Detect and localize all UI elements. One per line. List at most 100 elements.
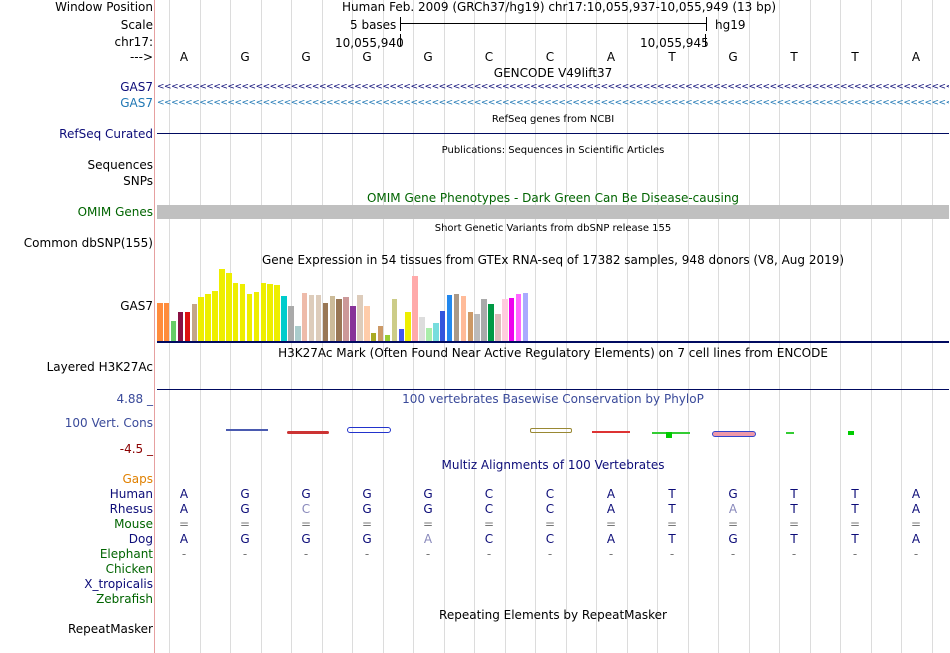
repeatmasker-track-title: Repeating Elements by RepeatMasker bbox=[439, 608, 667, 622]
multiz-base: T bbox=[790, 502, 798, 516]
gtex-tissue-bar[interactable] bbox=[267, 284, 273, 341]
gtex-tissue-bar[interactable] bbox=[370, 333, 377, 341]
gtex-tissue-bar[interactable] bbox=[246, 294, 253, 341]
multiz-species-label[interactable]: Elephant bbox=[99, 547, 153, 561]
multiz-base: T bbox=[668, 502, 676, 516]
refseq-gene-line[interactable] bbox=[157, 133, 949, 134]
base-letter: C bbox=[545, 50, 555, 64]
gtex-tissue-bar[interactable] bbox=[315, 295, 322, 341]
gtex-tissue-bar[interactable] bbox=[163, 303, 170, 341]
gtex-tissue-bar[interactable] bbox=[502, 299, 508, 341]
gtex-tissue-bar[interactable] bbox=[343, 297, 349, 341]
gtex-tissue-bar[interactable] bbox=[295, 326, 301, 341]
multiz-base: C bbox=[301, 502, 311, 516]
multiz-base: - bbox=[181, 547, 187, 561]
gtex-tissue-bar[interactable] bbox=[453, 294, 460, 341]
gtex-tissue-bar[interactable] bbox=[522, 293, 529, 341]
gtex-tissue-bar[interactable] bbox=[177, 312, 184, 341]
multiz-species-label[interactable]: Zebrafish bbox=[96, 592, 153, 606]
gridline bbox=[779, 0, 780, 653]
gtex-tissue-bar[interactable] bbox=[433, 323, 439, 341]
gtex-tissue-bar[interactable] bbox=[377, 326, 384, 341]
h3k27ac-track-label[interactable]: Layered H3K27Ac bbox=[46, 360, 153, 374]
gtex-tissue-bar[interactable] bbox=[412, 276, 418, 341]
gtex-tissue-bar[interactable] bbox=[301, 293, 308, 341]
gtex-track-label[interactable]: GAS7 bbox=[120, 299, 153, 313]
multiz-base: - bbox=[608, 547, 614, 561]
gtex-tissue-bar[interactable] bbox=[170, 321, 177, 341]
gtex-tissue-bar[interactable] bbox=[219, 269, 225, 341]
gtex-tissue-bar[interactable] bbox=[495, 314, 501, 341]
gtex-tissue-bar[interactable] bbox=[288, 306, 294, 341]
multiz-base: A bbox=[606, 502, 616, 516]
gtex-tissue-bar[interactable] bbox=[460, 296, 467, 341]
gencode-gene-label-1[interactable]: GAS7 bbox=[120, 80, 153, 94]
gtex-tissue-bar[interactable] bbox=[157, 303, 163, 341]
gtex-tissue-bar[interactable] bbox=[405, 312, 411, 341]
position-title[interactable]: Human Feb. 2009 (GRCh37/hg19) chr17:10,0… bbox=[342, 0, 777, 14]
gtex-tissue-bar[interactable] bbox=[322, 303, 329, 341]
gtex-tissue-bar[interactable] bbox=[467, 312, 473, 341]
gtex-tissue-bar[interactable] bbox=[398, 329, 404, 341]
gtex-tissue-bar[interactable] bbox=[205, 294, 211, 341]
dbsnp-track-label[interactable]: Common dbSNP(155) bbox=[23, 236, 153, 250]
multiz-base: - bbox=[242, 547, 248, 561]
multiz-gaps-label[interactable]: Gaps bbox=[122, 472, 153, 486]
gtex-tissue-bar[interactable] bbox=[439, 311, 446, 341]
omim-track-label[interactable]: OMIM Genes bbox=[77, 205, 153, 219]
gtex-tissue-bar[interactable] bbox=[515, 294, 522, 341]
gtex-tissue-bar[interactable] bbox=[384, 335, 391, 341]
multiz-species-label[interactable]: Dog bbox=[128, 532, 153, 546]
gencode-transcript-1[interactable]: <<<<<<<<<<<<<<<<<<<<<<<<<<<<<<<<<<<<<<<<… bbox=[157, 84, 949, 91]
gtex-tissue-bar[interactable] bbox=[391, 299, 398, 341]
multiz-species-label[interactable]: Mouse bbox=[114, 517, 153, 531]
repeatmasker-track-label[interactable]: RepeatMasker bbox=[67, 622, 153, 636]
gtex-tissue-bar[interactable] bbox=[419, 317, 425, 341]
chrom-label: chr17: bbox=[114, 35, 153, 49]
phylop-glyph bbox=[666, 432, 672, 438]
multiz-species-label[interactable]: Chicken bbox=[105, 562, 153, 576]
publications-snps-label[interactable]: SNPs bbox=[123, 174, 153, 188]
multiz-species-label[interactable]: Rhesus bbox=[109, 502, 153, 516]
gtex-tissue-bar[interactable] bbox=[426, 328, 432, 341]
multiz-base: C bbox=[545, 532, 555, 546]
multiz-base: = bbox=[544, 517, 556, 531]
multiz-base: A bbox=[911, 532, 921, 546]
gtex-tissue-bar[interactable] bbox=[191, 304, 197, 341]
gtex-tissue-bar[interactable] bbox=[474, 314, 480, 341]
gtex-tissue-bar[interactable] bbox=[198, 297, 204, 341]
gtex-tissue-bar[interactable] bbox=[329, 296, 335, 341]
scale-bar bbox=[400, 23, 706, 24]
gtex-tissue-bar[interactable] bbox=[508, 298, 515, 341]
gtex-tissue-bar[interactable] bbox=[336, 299, 342, 341]
gtex-tissue-bar[interactable] bbox=[274, 285, 280, 341]
gtex-tissue-bar[interactable] bbox=[226, 273, 232, 341]
omim-gene-bar[interactable] bbox=[157, 205, 949, 219]
gtex-tissue-bar[interactable] bbox=[212, 291, 218, 341]
base-letter: T bbox=[851, 50, 859, 64]
gtex-tissue-bar[interactable] bbox=[239, 284, 246, 341]
multiz-species-label[interactable]: Human bbox=[109, 487, 153, 501]
gtex-tissue-bar[interactable] bbox=[281, 296, 287, 341]
gtex-tissue-bar[interactable] bbox=[260, 283, 266, 341]
refseq-track-label[interactable]: RefSeq Curated bbox=[59, 127, 153, 141]
multiz-base: C bbox=[484, 532, 494, 546]
gencode-transcript-2[interactable]: <<<<<<<<<<<<<<<<<<<<<<<<<<<<<<<<<<<<<<<<… bbox=[157, 100, 949, 107]
phylop-track-label[interactable]: 100 Vert. Cons bbox=[64, 416, 153, 430]
gtex-tissue-bar[interactable] bbox=[446, 295, 453, 341]
gtex-tissue-bar[interactable] bbox=[253, 292, 260, 341]
gencode-gene-label-2[interactable]: GAS7 bbox=[120, 96, 153, 110]
gridline bbox=[688, 0, 689, 653]
phylop-glyph bbox=[848, 431, 854, 435]
gtex-tissue-bar[interactable] bbox=[308, 295, 315, 341]
gtex-tissue-bar[interactable] bbox=[481, 299, 487, 341]
gtex-tissue-bar[interactable] bbox=[350, 306, 356, 341]
gtex-tissue-bar[interactable] bbox=[488, 304, 494, 341]
publications-sequences-label[interactable]: Sequences bbox=[87, 158, 153, 172]
multiz-species-label[interactable]: X_tropicalis bbox=[84, 577, 153, 591]
gtex-tissue-bar[interactable] bbox=[357, 295, 363, 341]
gtex-tissue-bar[interactable] bbox=[184, 312, 191, 341]
multiz-base: G bbox=[423, 502, 433, 516]
gtex-tissue-bar[interactable] bbox=[232, 283, 239, 341]
gtex-tissue-bar[interactable] bbox=[364, 306, 370, 341]
